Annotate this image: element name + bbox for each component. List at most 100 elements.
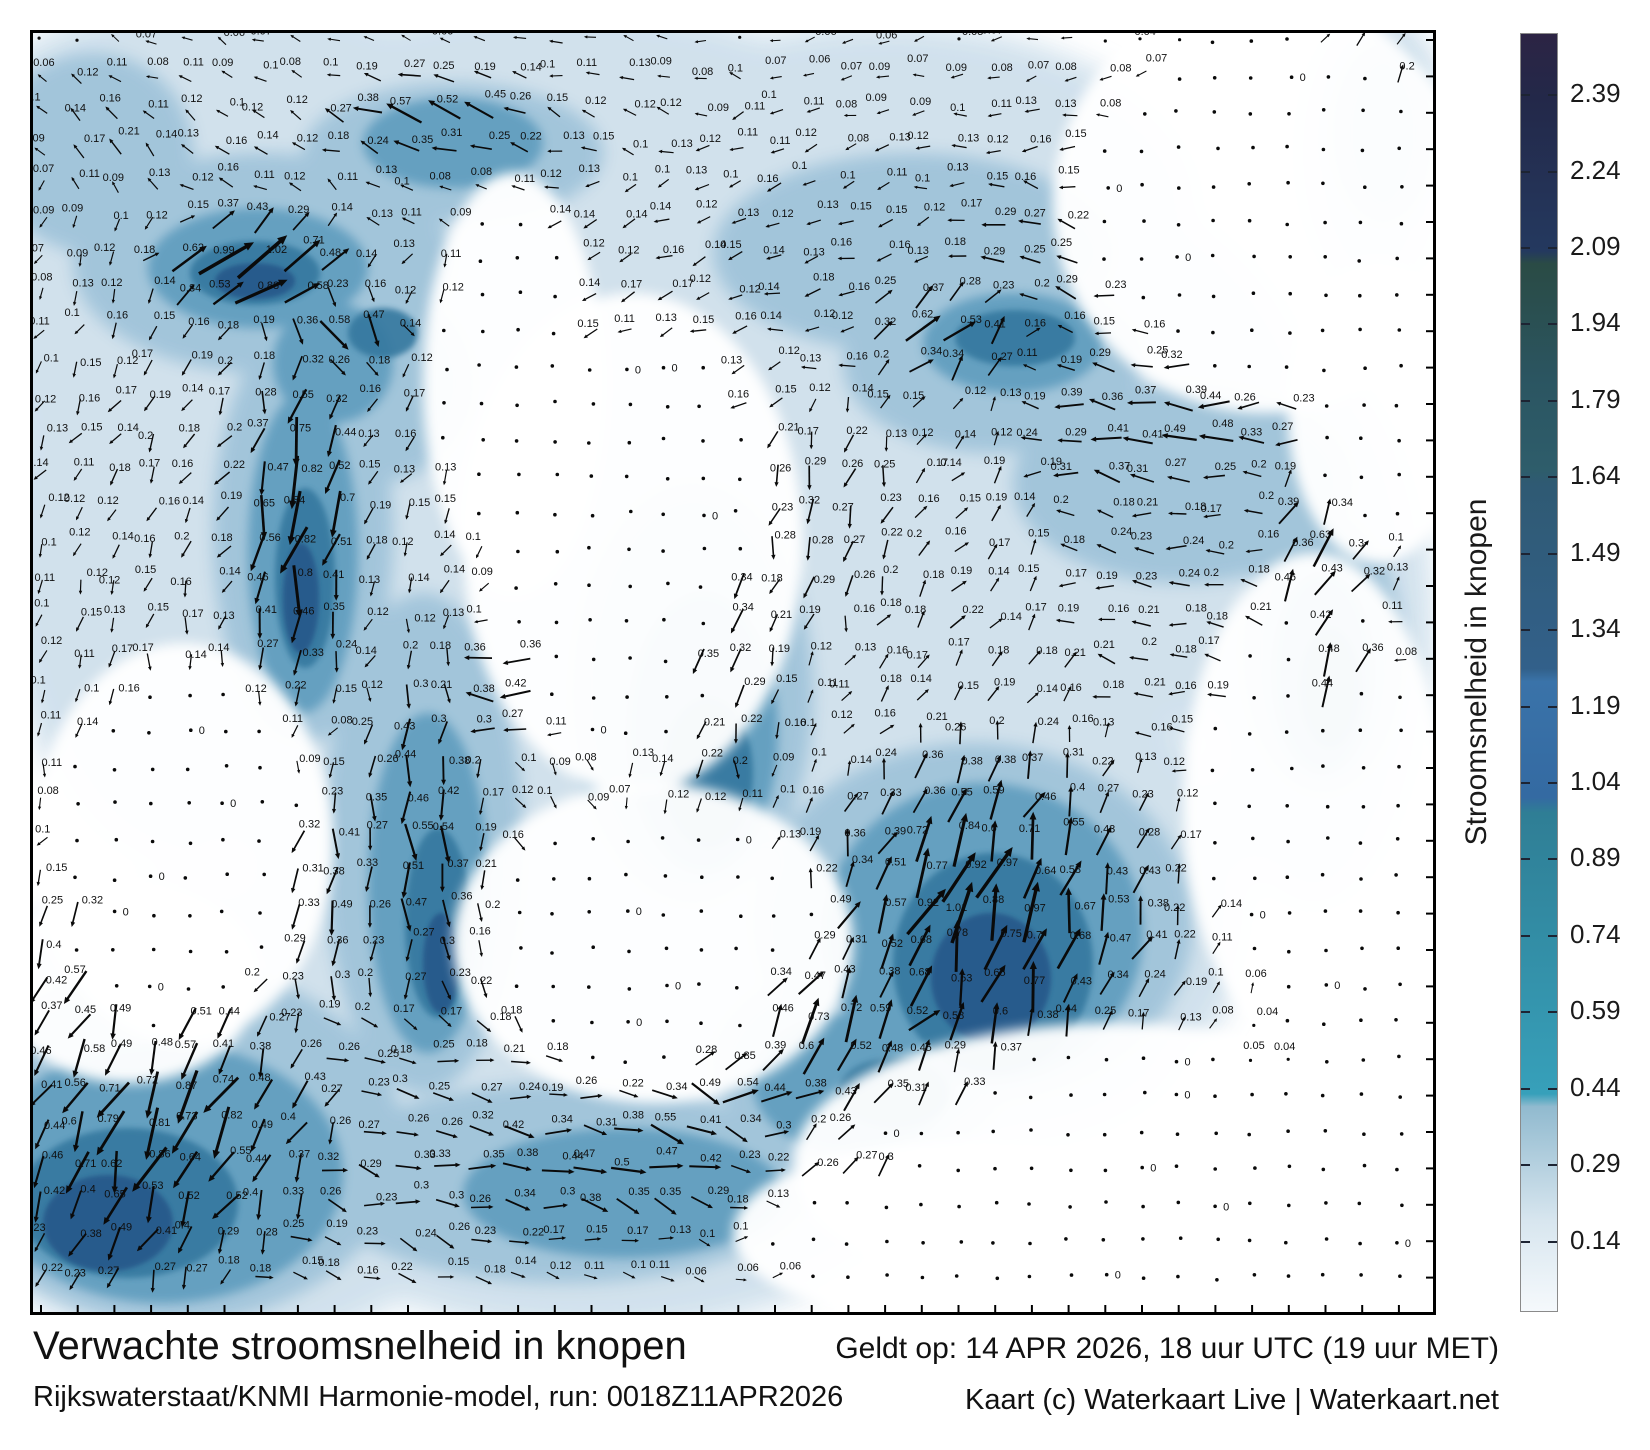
svg-text:0.22: 0.22 — [768, 1152, 789, 1164]
svg-text:0.13: 0.13 — [178, 128, 199, 140]
svg-text:0.12: 0.12 — [117, 355, 138, 367]
svg-text:0.2: 0.2 — [1399, 61, 1414, 73]
svg-text:0.12: 0.12 — [99, 575, 120, 587]
svg-text:0.06: 0.06 — [685, 1265, 706, 1277]
svg-text:0.26: 0.26 — [1234, 391, 1255, 403]
svg-text:0.18: 0.18 — [880, 597, 901, 609]
svg-text:0.36: 0.36 — [1362, 642, 1383, 654]
svg-text:0.13: 0.13 — [800, 353, 821, 365]
svg-text:0.14: 0.14 — [408, 572, 429, 584]
colorbar-tick-mark — [1521, 399, 1530, 402]
colorbar-tick-label: 0.74 — [1570, 918, 1621, 949]
svg-text:0.27: 0.27 — [257, 638, 278, 650]
svg-text:0.16: 0.16 — [218, 162, 239, 174]
svg-text:0: 0 — [158, 981, 164, 993]
svg-text:0.63: 0.63 — [1310, 529, 1331, 541]
svg-text:0.07: 0.07 — [33, 242, 44, 254]
svg-text:0.05: 0.05 — [1171, 33, 1192, 34]
svg-text:0.1: 0.1 — [41, 537, 56, 549]
colorbar-tick-mark — [1548, 170, 1557, 173]
svg-text:0.33: 0.33 — [414, 1149, 435, 1161]
svg-text:0.13: 0.13 — [372, 208, 393, 220]
svg-text:0.12: 0.12 — [660, 97, 681, 109]
svg-text:0.18: 0.18 — [1103, 679, 1124, 691]
svg-text:0.07: 0.07 — [251, 33, 272, 37]
svg-text:0.17: 0.17 — [989, 537, 1010, 549]
svg-text:0.16: 0.16 — [875, 708, 896, 720]
svg-text:0.11: 0.11 — [887, 167, 908, 179]
svg-text:0.11: 0.11 — [338, 171, 359, 183]
svg-text:0.4: 0.4 — [243, 1187, 258, 1199]
svg-text:0.2: 0.2 — [1034, 277, 1049, 289]
svg-text:0.32: 0.32 — [730, 642, 751, 654]
svg-text:0.47: 0.47 — [656, 1146, 677, 1158]
svg-text:0.22: 0.22 — [1174, 929, 1195, 941]
svg-text:0.33: 0.33 — [303, 647, 324, 659]
svg-text:0.12: 0.12 — [696, 198, 717, 210]
svg-text:0.23: 0.23 — [368, 1077, 389, 1089]
svg-text:0.11: 0.11 — [818, 677, 839, 689]
svg-text:0.13: 0.13 — [738, 207, 759, 219]
svg-text:0.14: 0.14 — [332, 201, 353, 213]
svg-text:0.2: 0.2 — [733, 755, 748, 767]
svg-text:0.16: 0.16 — [79, 393, 100, 405]
svg-text:0.26: 0.26 — [377, 753, 398, 765]
svg-text:0.18: 0.18 — [366, 535, 387, 547]
svg-text:0.09: 0.09 — [33, 133, 45, 145]
svg-text:0.97: 0.97 — [1024, 902, 1045, 914]
svg-text:0.35: 0.35 — [324, 601, 345, 613]
svg-text:0.13: 0.13 — [768, 1188, 789, 1200]
svg-text:0.49: 0.49 — [830, 893, 851, 905]
svg-text:0.12: 0.12 — [146, 209, 167, 221]
svg-text:0.09: 0.09 — [549, 756, 570, 768]
svg-text:0.13: 0.13 — [1055, 98, 1076, 110]
svg-text:0.17: 0.17 — [132, 348, 153, 360]
svg-text:0.1: 0.1 — [700, 1228, 715, 1240]
svg-text:0.12: 0.12 — [907, 130, 928, 142]
svg-text:0.13: 0.13 — [958, 133, 979, 145]
svg-text:0.16: 0.16 — [945, 526, 966, 538]
svg-text:0.36: 0.36 — [1102, 391, 1123, 403]
svg-text:0.11: 0.11 — [770, 135, 791, 147]
svg-text:0.22: 0.22 — [702, 747, 723, 759]
svg-text:0.31: 0.31 — [1127, 463, 1148, 475]
svg-text:0.15: 0.15 — [958, 680, 979, 692]
svg-text:0.48: 0.48 — [320, 247, 341, 259]
svg-text:0.2: 0.2 — [989, 715, 1004, 727]
svg-text:0.19: 0.19 — [474, 61, 495, 73]
svg-text:0.1: 0.1 — [761, 89, 776, 101]
svg-text:0.71: 0.71 — [99, 1083, 120, 1095]
svg-text:0.21: 0.21 — [431, 679, 452, 691]
svg-text:0.11: 0.11 — [742, 788, 763, 800]
svg-text:0.44: 0.44 — [562, 1151, 583, 1163]
svg-text:0.15: 0.15 — [867, 389, 888, 401]
svg-text:0.2: 0.2 — [174, 531, 189, 543]
svg-text:0.12: 0.12 — [284, 171, 305, 183]
svg-text:0.42: 0.42 — [438, 785, 459, 797]
svg-text:0.26: 0.26 — [339, 1041, 360, 1053]
svg-text:0.22: 0.22 — [523, 1226, 544, 1238]
svg-text:0.1: 0.1 — [84, 682, 99, 694]
svg-text:0.18: 0.18 — [134, 244, 155, 256]
svg-text:0.1: 0.1 — [655, 163, 670, 175]
svg-text:0.1: 0.1 — [540, 59, 555, 71]
svg-text:0.17: 0.17 — [182, 608, 203, 620]
svg-text:0.18: 0.18 — [923, 569, 944, 581]
svg-text:0.36: 0.36 — [922, 749, 943, 761]
svg-text:0.14: 0.14 — [650, 201, 671, 213]
svg-text:0.2: 0.2 — [883, 564, 898, 576]
svg-text:0.22: 0.22 — [1165, 862, 1186, 874]
colorbar-tick-mark — [1521, 323, 1530, 326]
svg-text:0.06: 0.06 — [224, 33, 245, 39]
svg-text:0.13: 0.13 — [686, 165, 707, 177]
svg-text:0.16: 0.16 — [107, 310, 128, 322]
svg-text:0.42: 0.42 — [46, 975, 67, 987]
svg-text:0.17: 0.17 — [1201, 503, 1222, 515]
svg-text:0.15: 0.15 — [448, 1256, 469, 1268]
svg-text:0.12: 0.12 — [69, 527, 90, 539]
svg-text:0.27: 0.27 — [269, 1011, 290, 1023]
svg-text:0.44: 0.44 — [44, 1120, 65, 1132]
svg-text:0.07: 0.07 — [293, 33, 314, 35]
colorbar-tick-mark — [1521, 247, 1530, 250]
